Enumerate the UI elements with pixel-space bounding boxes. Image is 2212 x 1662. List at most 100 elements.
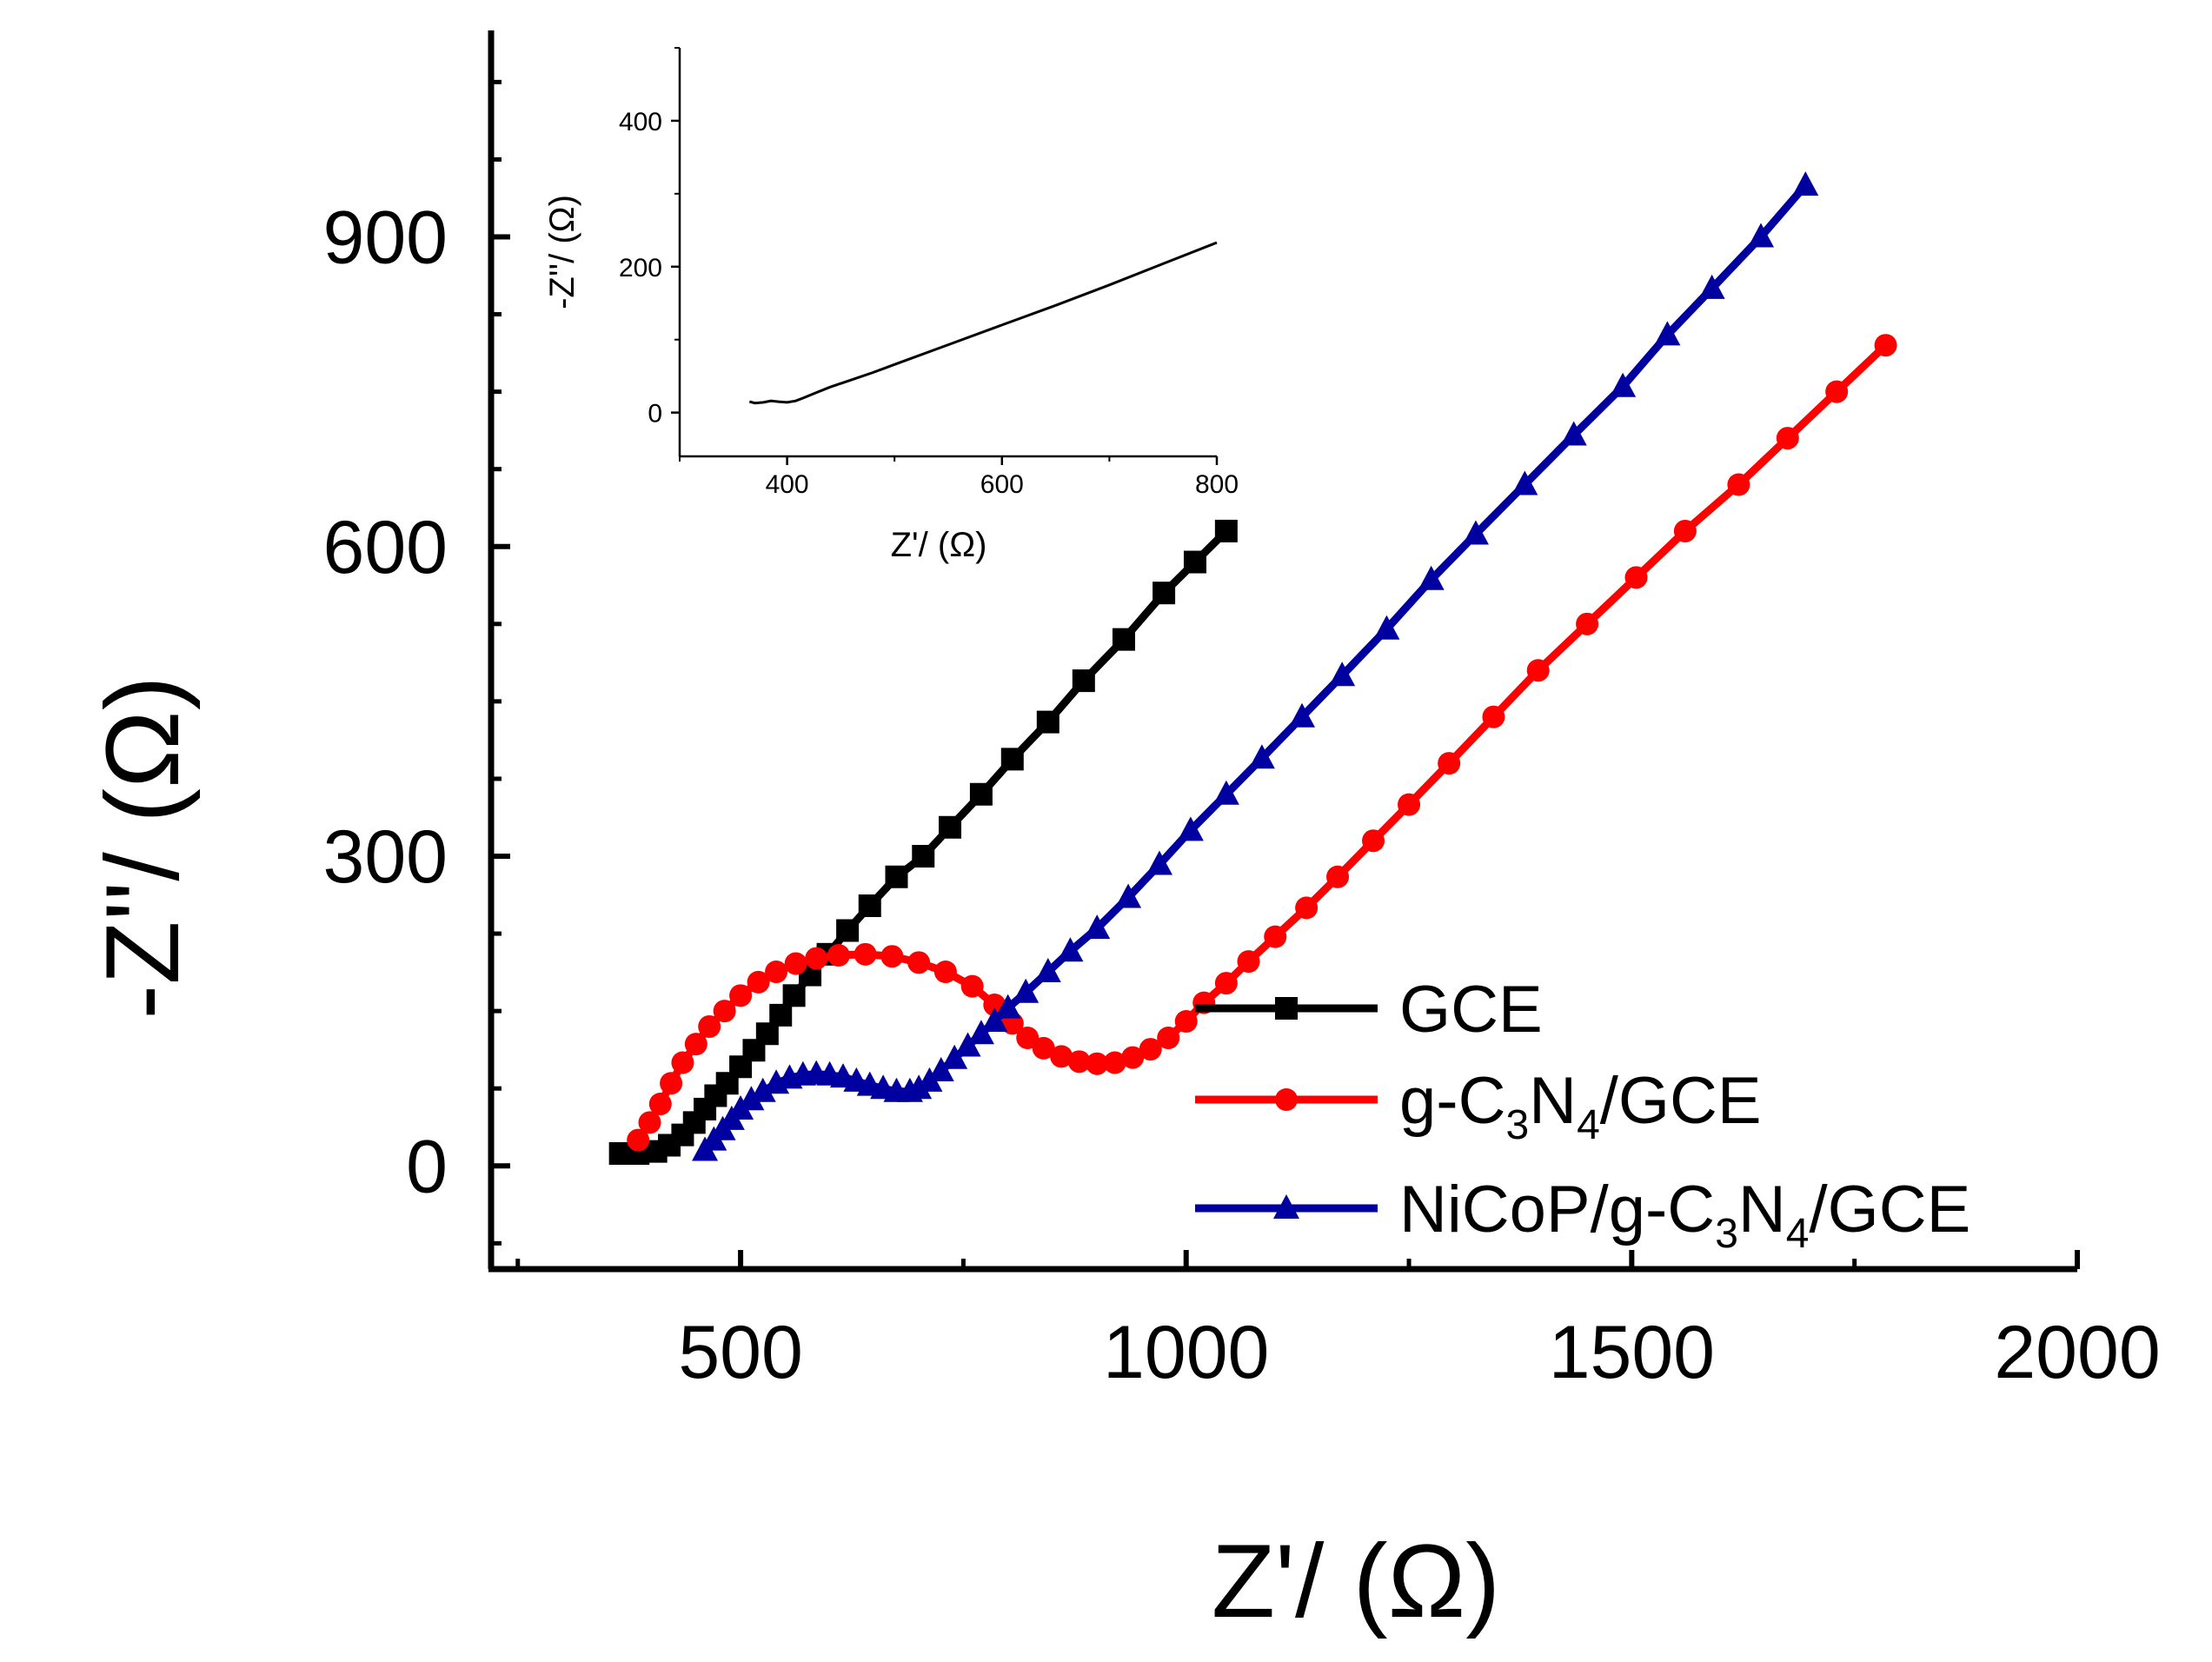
point-g-c3n4-gce-38: [1398, 793, 1421, 816]
point-g-c3n4-gce-5: [684, 1033, 707, 1056]
point-g-c3n4-gce-13: [827, 944, 850, 967]
point-g-c3n4-gce-35: [1295, 896, 1319, 920]
inset-axes: 400 600 800 0 200 400: [619, 47, 1239, 499]
point-g-c3n4-gce-41: [1526, 659, 1550, 682]
point-g-c3n4-gce-16: [907, 951, 931, 974]
point-g-c3n4-gce-36: [1326, 865, 1350, 888]
point-gce-25: [1112, 628, 1135, 651]
x-tick-label-1000: 1000: [1103, 1311, 1269, 1394]
point-g-c3n4-gce-37: [1362, 829, 1385, 853]
legend-item-gce: GCE: [1195, 973, 1543, 1047]
inset-y-tick-label-0: 0: [648, 400, 662, 429]
point-nicop-g-c3n4-gce-38: [1418, 565, 1445, 590]
inset-x-tick-label-400: 400: [766, 470, 809, 499]
point-g-c3n4-gce-18: [960, 974, 984, 998]
point-nicop-g-c3n4-gce-28: [1057, 937, 1084, 962]
point-g-c3n4-gce-44: [1673, 519, 1697, 542]
point-gce-24: [1072, 669, 1095, 693]
point-g-c3n4-gce-30: [1174, 1010, 1198, 1033]
legend-marker-nicop-g-c3n4-gce: [1273, 1194, 1299, 1219]
point-nicop-g-c3n4-gce-5: [738, 1086, 765, 1111]
legend-text-part: g-C: [1399, 1064, 1505, 1138]
main-series: [608, 171, 1897, 1165]
point-gce-26: [1152, 582, 1176, 605]
point-nicop-g-c3n4-gce-32: [1177, 816, 1204, 841]
point-nicop-g-c3n4-gce-44: [1698, 274, 1725, 299]
point-nicop-g-c3n4-gce-40: [1511, 470, 1538, 495]
point-gce-12: [769, 1003, 793, 1027]
point-nicop-g-c3n4-gce-23: [967, 1020, 994, 1045]
point-nicop-g-c3n4-gce-43: [1654, 321, 1681, 346]
y-tick-label-900: 900: [323, 196, 448, 280]
legend-text-part: 3: [1715, 1211, 1738, 1257]
point-g-c3n4-gce-29: [1157, 1027, 1180, 1049]
point-gce-27: [1183, 550, 1206, 574]
legend-text-part: /GCE: [1600, 1064, 1762, 1138]
point-nicop-g-c3n4-gce-22: [954, 1032, 981, 1057]
point-g-c3n4-gce-4: [671, 1051, 694, 1074]
y-axis-label: -Z''/ (Ω): [84, 675, 201, 1019]
inset-series: [748, 241, 1218, 405]
x-tick-label-1500: 1500: [1549, 1311, 1715, 1394]
point-g-c3n4-gce-34: [1264, 925, 1287, 948]
point-nicop-g-c3n4-gce-21: [941, 1044, 968, 1069]
legend-item-nicop-g-c3n4-gce: NiCoP/g-C3N4/GCE: [1195, 1173, 1970, 1257]
point-nicop-g-c3n4-gce-36: [1329, 661, 1356, 687]
legend-text-part: 4: [1786, 1211, 1810, 1257]
point-nicop-g-c3n4-gce-25: [994, 994, 1021, 1019]
legend-text-part: N: [1738, 1173, 1786, 1246]
point-nicop-g-c3n4-gce-20: [927, 1057, 954, 1081]
point-gce-19: [912, 845, 935, 868]
inset-x-axis-label: Z'/ (Ω): [891, 526, 987, 564]
legend-label-g-c3n4-gce: g-C3N4/GCE: [1399, 1064, 1762, 1148]
point-g-c3n4-gce-1: [638, 1111, 661, 1134]
point-gce-20: [939, 815, 962, 839]
point-g-c3n4-gce-9: [747, 970, 770, 994]
point-nicop-g-c3n4-gce-31: [1146, 850, 1172, 875]
legend-text-part: 4: [1577, 1102, 1600, 1148]
y-tick-label-300: 300: [323, 815, 448, 899]
point-g-c3n4-gce-6: [698, 1014, 721, 1038]
x-tick-label-500: 500: [678, 1311, 803, 1394]
y-tick-label-0: 0: [406, 1125, 448, 1208]
point-gce-17: [858, 894, 881, 917]
point-g-c3n4-gce-48: [1874, 334, 1897, 357]
point-g-c3n4-gce-39: [1438, 752, 1461, 775]
point-g-c3n4-gce-24: [1067, 1050, 1091, 1074]
legend-text-part: NiCoP/g-C: [1399, 1173, 1715, 1246]
point-g-c3n4-gce-0: [627, 1128, 650, 1152]
x-axis-label: Z'/ (Ω): [1212, 1523, 1501, 1639]
point-nicop-g-c3n4-gce-41: [1560, 421, 1587, 446]
point-g-c3n4-gce-12: [805, 947, 828, 970]
inset-x-tick-label-600: 600: [980, 470, 1024, 499]
x-tick-label-2000: 2000: [1994, 1311, 2160, 1394]
point-g-c3n4-gce-43: [1624, 566, 1648, 589]
point-nicop-g-c3n4-gce-34: [1248, 744, 1275, 769]
inset-series-line-gce-inset: [748, 241, 1218, 405]
point-gce-13: [782, 984, 806, 1007]
point-nicop-g-c3n4-gce-27: [1034, 958, 1061, 982]
point-g-c3n4-gce-17: [933, 961, 957, 983]
point-nicop-g-c3n4-gce-45: [1748, 223, 1775, 248]
point-nicop-g-c3n4-gce-24: [981, 1007, 1008, 1032]
point-nicop-g-c3n4-gce-39: [1462, 520, 1489, 545]
point-gce-16: [836, 919, 860, 942]
series-g-c3n4-gce: [627, 334, 1897, 1152]
point-g-c3n4-gce-47: [1825, 380, 1849, 403]
legend-text-part: 3: [1505, 1102, 1529, 1148]
inset-x-tick-label-800: 800: [1195, 470, 1239, 499]
legend-text-part: GCE: [1399, 973, 1543, 1047]
series-line-g-c3n4-gce: [634, 341, 1890, 1145]
point-g-c3n4-gce-45: [1727, 473, 1750, 496]
point-g-c3n4-gce-10: [765, 961, 788, 983]
point-nicop-g-c3n4-gce-6: [749, 1077, 776, 1102]
point-g-c3n4-gce-46: [1776, 427, 1799, 450]
point-g-c3n4-gce-22: [1032, 1036, 1055, 1060]
point-g-c3n4-gce-2: [648, 1093, 672, 1115]
point-g-c3n4-gce-26: [1103, 1051, 1126, 1074]
point-g-c3n4-gce-28: [1139, 1038, 1162, 1061]
point-g-c3n4-gce-40: [1482, 705, 1505, 728]
